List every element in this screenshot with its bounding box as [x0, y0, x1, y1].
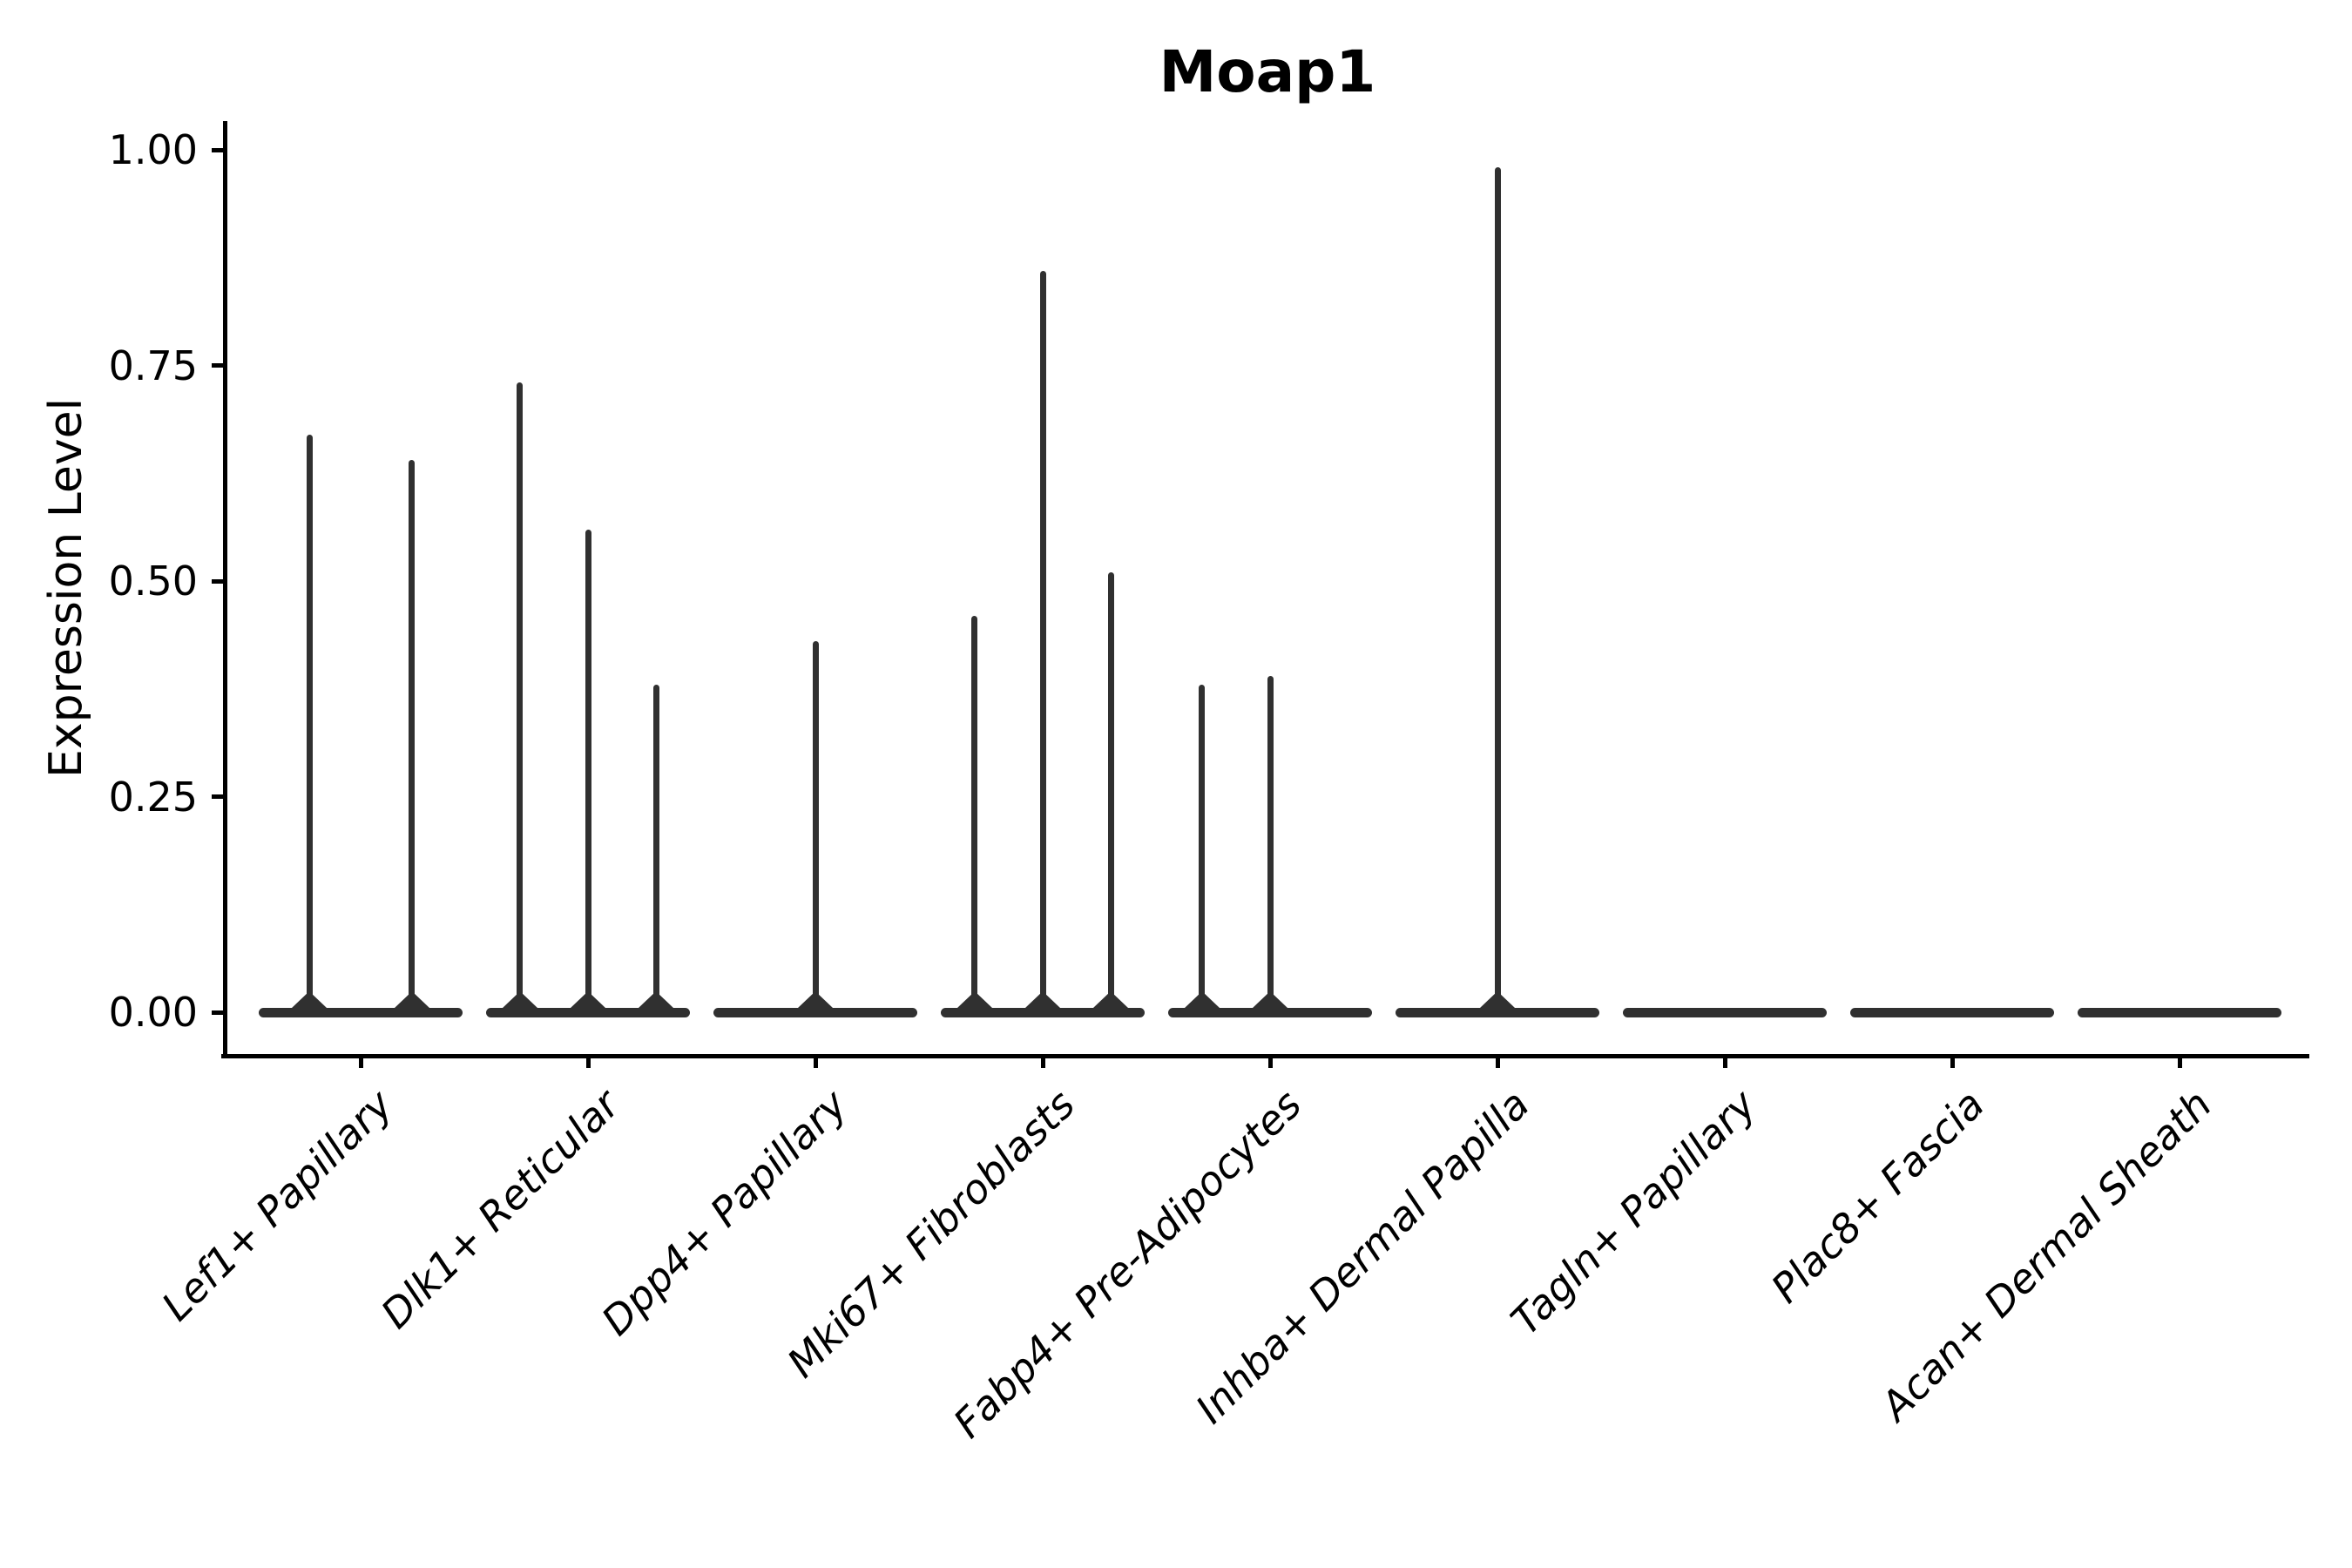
violin-baseline	[1623, 1007, 1827, 1017]
y-axis-tick	[212, 363, 226, 368]
violin-spike	[1494, 166, 1501, 1012]
violin-spike	[1267, 675, 1274, 1012]
violin-spike	[306, 434, 313, 1012]
y-axis-tick	[212, 1010, 226, 1015]
violin-baseline	[486, 1007, 690, 1017]
violin-spike	[585, 529, 591, 1012]
x-axis-tick	[2177, 1054, 2182, 1068]
x-axis-category-label: Tagln+ Papillary	[1502, 1080, 1766, 1344]
y-axis-tick-label: 0.00	[108, 989, 198, 1036]
y-axis-tick	[212, 578, 226, 584]
violin-spike	[1107, 572, 1114, 1012]
plot-title: Moap1	[1159, 38, 1376, 105]
violin-baseline	[1850, 1007, 2054, 1017]
x-axis-category-label: Plac8+ Fascia	[1761, 1080, 1993, 1312]
y-axis-tick-label: 0.25	[108, 773, 198, 821]
y-axis-tick	[212, 147, 226, 152]
x-axis-tick	[585, 1054, 591, 1068]
x-axis-tick	[1722, 1054, 1727, 1068]
x-axis-tick	[358, 1054, 363, 1068]
violin-spike	[1199, 684, 1206, 1012]
violin-spike	[652, 684, 659, 1012]
violin-baseline	[1168, 1007, 1372, 1017]
x-axis-tick	[1495, 1054, 1500, 1068]
x-axis-category-label: Dlk1+ Reticular	[372, 1080, 629, 1338]
violin-baseline	[2078, 1007, 2281, 1017]
violin-baseline	[1396, 1007, 1599, 1017]
violin-spike	[409, 460, 416, 1012]
y-axis-line	[223, 121, 227, 1058]
x-axis-line	[221, 1054, 2309, 1058]
violin-baseline	[941, 1007, 1145, 1017]
y-axis-tick-label: 1.00	[108, 126, 198, 173]
x-axis-tick	[813, 1054, 818, 1068]
violin-spike	[1039, 270, 1046, 1012]
y-axis-tick	[212, 794, 226, 799]
x-axis-category-label: Dpp4+ Papillary	[592, 1080, 856, 1345]
violin-baseline	[259, 1007, 463, 1017]
violin-spike	[517, 382, 524, 1012]
x-axis-tick	[1950, 1054, 1955, 1068]
violin-spike	[812, 641, 819, 1012]
x-axis-tick	[1040, 1054, 1045, 1068]
y-axis-tick-label: 0.50	[108, 558, 198, 605]
x-axis-tick	[1267, 1054, 1273, 1068]
y-axis-tick-label: 0.75	[108, 341, 198, 389]
violin-spike	[971, 615, 978, 1012]
violin-baseline	[713, 1007, 917, 1017]
x-axis-category-label: Lef1+ Papillary	[152, 1080, 402, 1330]
